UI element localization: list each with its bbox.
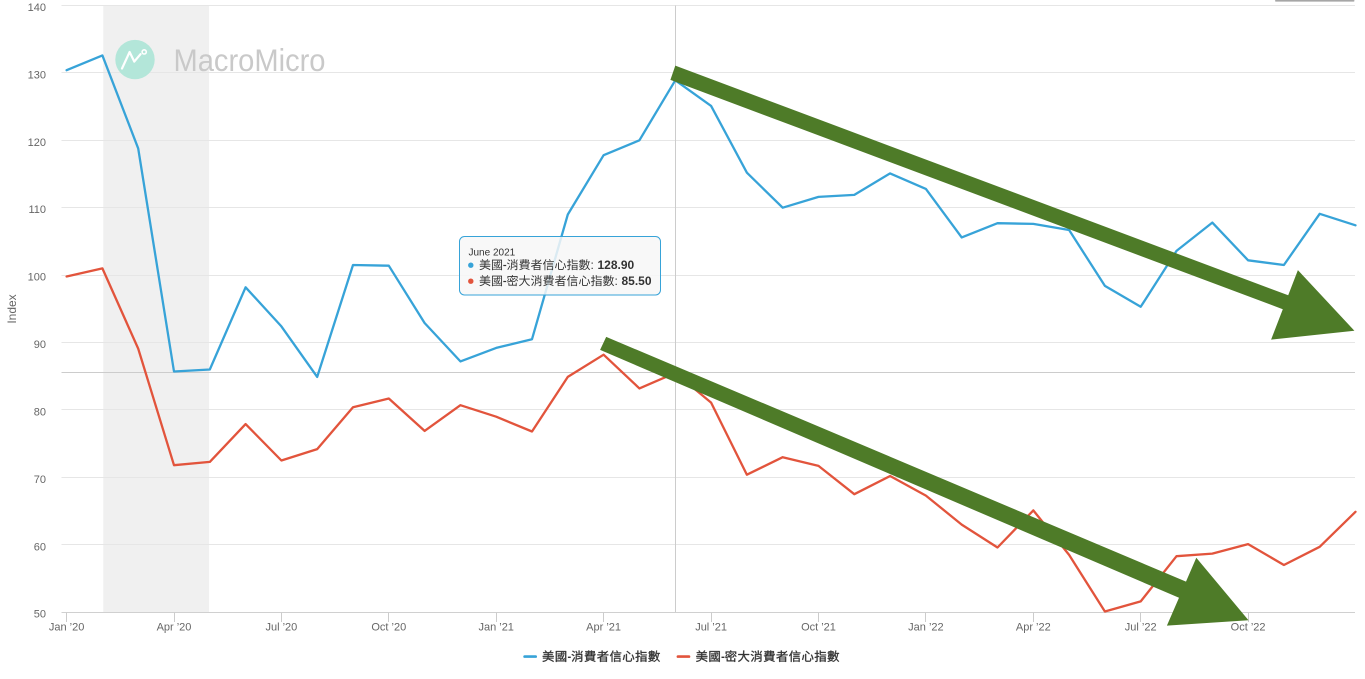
svg-text:60: 60: [34, 541, 46, 553]
svg-text:100: 100: [28, 272, 46, 284]
svg-text:50: 50: [34, 609, 46, 621]
svg-text:128.90: 128.90: [598, 258, 635, 272]
svg-text:130: 130: [28, 69, 46, 81]
svg-text:Apr ’21: Apr ’21: [586, 622, 621, 634]
svg-text:Oct ’20: Oct ’20: [371, 622, 406, 634]
svg-text:June 2021: June 2021: [469, 247, 516, 258]
svg-text:140: 140: [28, 2, 46, 14]
svg-text:120: 120: [28, 137, 46, 149]
svg-text:85.50: 85.50: [622, 274, 652, 288]
svg-text:Jan ’20: Jan ’20: [49, 622, 84, 634]
svg-text:MacroMicro: MacroMicro: [174, 42, 326, 78]
svg-text::: :: [591, 258, 594, 272]
svg-text:Jul ’21: Jul ’21: [695, 622, 727, 634]
svg-text:Jan ’21: Jan ’21: [478, 622, 513, 634]
svg-text:Index: Index: [5, 294, 19, 323]
svg-text:Apr ’22: Apr ’22: [1016, 622, 1051, 634]
svg-text:80: 80: [34, 407, 46, 419]
svg-text:Jul ’20: Jul ’20: [266, 622, 298, 634]
svg-text:90: 90: [34, 339, 46, 351]
svg-text:Oct ’21: Oct ’21: [801, 622, 836, 634]
svg-text:Apr ’20: Apr ’20: [157, 622, 192, 634]
svg-text:Oct ’22: Oct ’22: [1231, 622, 1266, 634]
svg-text:70: 70: [34, 474, 46, 486]
svg-text::: :: [615, 274, 618, 288]
svg-text:Jul ’22: Jul ’22: [1125, 622, 1157, 634]
svg-text:Jan ’22: Jan ’22: [908, 622, 943, 634]
svg-text:110: 110: [28, 204, 46, 216]
